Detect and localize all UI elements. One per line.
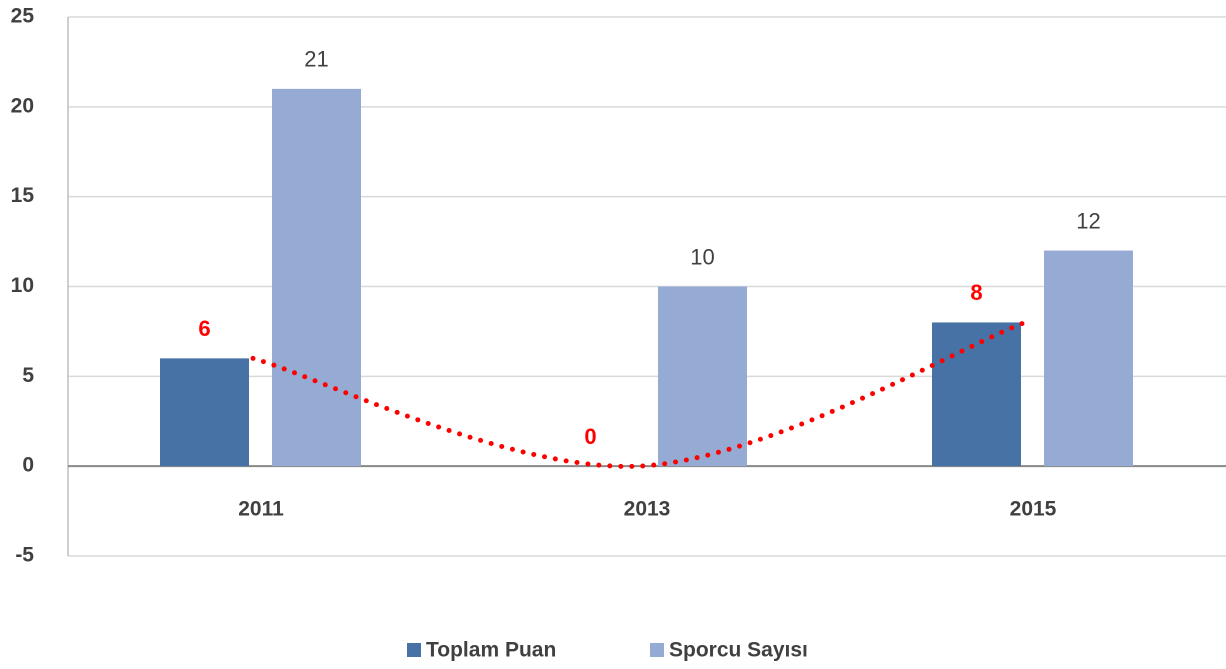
- data-label: 10: [690, 244, 714, 269]
- y-tick-label: 5: [22, 364, 34, 387]
- x-tick-label: 2015: [1010, 498, 1057, 521]
- x-tick-label: 2013: [624, 498, 671, 521]
- legend-label: Toplam Puan: [426, 639, 556, 662]
- bar: [272, 88, 361, 467]
- x-tick-label: 2011: [238, 498, 284, 521]
- y-tick-label: 25: [11, 5, 35, 28]
- y-tick-label: 20: [11, 94, 34, 117]
- legend-swatch: [650, 643, 664, 657]
- data-label: 6: [198, 316, 210, 341]
- bar: [658, 286, 747, 467]
- data-label: 0: [584, 424, 596, 449]
- y-tick-label: 10: [11, 274, 34, 297]
- trend-line: [250, 319, 1028, 469]
- y-tick-label: -5: [15, 544, 34, 567]
- data-label: 12: [1076, 208, 1100, 233]
- legend-label: Sporcu Sayısı: [669, 639, 808, 662]
- bar: [932, 322, 1021, 467]
- data-label: 21: [304, 47, 328, 72]
- data-label: 8: [970, 280, 982, 305]
- bar: [160, 358, 249, 467]
- legend-swatch: [407, 643, 421, 657]
- y-tick-label: 15: [11, 184, 35, 207]
- y-tick-label: 0: [22, 454, 34, 477]
- bar: [1044, 250, 1133, 467]
